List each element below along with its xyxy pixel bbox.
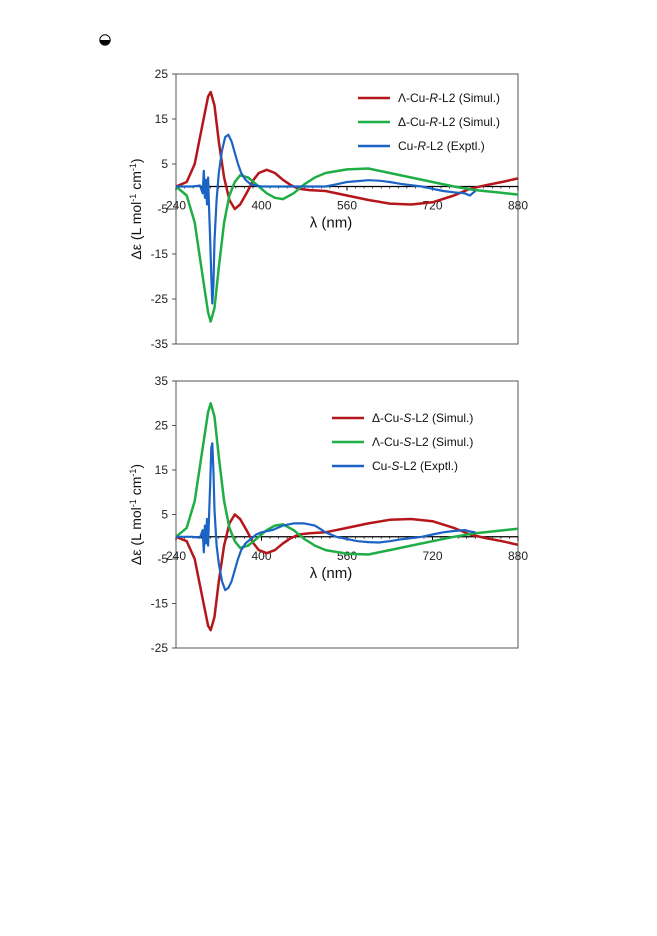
x-tick-label: 400	[251, 199, 271, 213]
legend-entry: Λ-Cu-R-L2 (Simul.)	[398, 91, 500, 105]
circle-dot-icon	[99, 34, 111, 46]
x-tick-label: 880	[508, 549, 528, 563]
legend-entry: Λ-Cu-S-L2 (Simul.)	[372, 435, 473, 449]
legend-entry: Cu-R-L2 (Exptl.)	[398, 139, 485, 153]
y-tick-label: 15	[155, 112, 169, 126]
y-tick-label: -25	[151, 292, 169, 306]
y-tick-label: -5	[157, 552, 168, 566]
series-line-red	[175, 513, 519, 632]
x-tick-label: 880	[508, 199, 528, 213]
y-tick-label: 25	[155, 67, 169, 81]
series-line-blue	[176, 442, 476, 592]
legend-entry: Cu-S-L2 (Exptl.)	[372, 459, 458, 473]
y-tick-label: -5	[157, 202, 168, 216]
y-tick-label: 5	[161, 157, 168, 171]
x-tick-label: 240	[166, 199, 186, 213]
series-line-green	[175, 167, 519, 323]
y-tick-label: 15	[155, 463, 169, 477]
y-tick-label: -35	[151, 337, 169, 351]
y-tick-label: 25	[155, 419, 169, 433]
y-tick-label: 5	[161, 508, 168, 522]
y-tick-label: 35	[155, 374, 169, 388]
legend-entry: Δ-Cu-S-L2 (Simul.)	[372, 411, 473, 425]
series-line-green	[175, 402, 519, 556]
x-tick-label: 720	[422, 549, 442, 563]
y-tick-label: -15	[151, 247, 169, 261]
y-tick-label: -25	[151, 641, 169, 655]
x-tick-label: 560	[337, 549, 357, 563]
x-tick-label: 560	[337, 199, 357, 213]
series-line-red	[175, 90, 519, 211]
x-axis-label: λ (nm)	[310, 215, 353, 232]
y-tick-label: -15	[151, 597, 169, 611]
legend-entry: Δ-Cu-R-L2 (Simul.)	[398, 115, 500, 129]
series-line-blue	[176, 133, 477, 305]
x-axis-label: λ (nm)	[310, 565, 353, 582]
y-axis-label: Δε (L mol-1 cm-1)	[128, 464, 144, 565]
x-tick-label: 240	[166, 549, 186, 563]
y-axis-label: Δε (L mol-1 cm-1)	[128, 158, 144, 259]
